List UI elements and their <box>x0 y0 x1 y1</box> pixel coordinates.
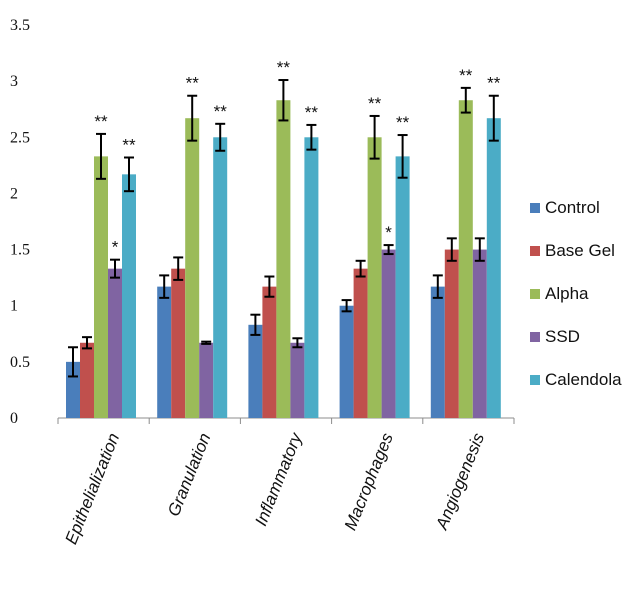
legend-swatch <box>530 203 540 213</box>
category-label: Epithelialization <box>61 430 123 547</box>
significance-label: ** <box>94 112 108 131</box>
category-label: Inflammatory <box>251 429 306 529</box>
bar <box>248 324 263 418</box>
bar <box>185 118 200 418</box>
bar <box>157 286 172 418</box>
legend-swatch <box>530 246 540 256</box>
significance-label: * <box>385 223 392 242</box>
legend-label: SSD <box>545 327 580 346</box>
bar <box>171 268 186 418</box>
significance-label: ** <box>459 66 473 85</box>
legend-label: Base Gel <box>545 241 615 260</box>
bar <box>290 342 305 418</box>
significance-label: ** <box>122 135 136 154</box>
bar <box>262 286 277 418</box>
bar <box>122 174 136 418</box>
significance-label: * <box>112 238 119 257</box>
y-tick-label: 0 <box>10 410 18 427</box>
category-label: Granulation <box>164 430 215 519</box>
category-label: Angiogenesis <box>432 430 488 533</box>
y-tick-label: 3 <box>10 73 18 90</box>
significance-label: ** <box>396 113 410 132</box>
bar <box>108 268 122 418</box>
bar <box>444 249 459 418</box>
bar <box>353 268 368 418</box>
y-tick-label: 2 <box>10 185 18 202</box>
bar <box>213 137 228 419</box>
bar <box>304 137 319 419</box>
legend-label: Control <box>545 198 600 217</box>
significance-label: ** <box>214 102 228 121</box>
legend-label: Alpha <box>545 284 589 303</box>
y-tick-label: 1.5 <box>10 242 30 259</box>
legend-label: Calendola <box>545 370 622 389</box>
legend-swatch <box>530 289 540 299</box>
bar <box>94 156 108 419</box>
bar <box>458 100 473 418</box>
y-tick-label: 3.5 <box>10 17 30 34</box>
significance-label: ** <box>487 74 501 93</box>
bar <box>395 156 410 419</box>
significance-label: ** <box>186 74 200 93</box>
y-tick-label: 0.5 <box>10 354 30 371</box>
bar <box>381 249 396 418</box>
bar <box>339 305 354 418</box>
category-label: Macrophages <box>341 430 397 533</box>
y-tick-label: 2.5 <box>10 129 30 146</box>
bar <box>472 249 487 418</box>
legend-swatch <box>530 332 540 342</box>
significance-label: ** <box>368 94 382 113</box>
legend-swatch <box>530 375 540 385</box>
y-tick-label: 1 <box>10 298 18 315</box>
bar <box>276 100 291 418</box>
bar <box>486 118 501 418</box>
significance-label: ** <box>277 58 291 77</box>
bar <box>367 137 382 419</box>
bar <box>199 342 214 418</box>
bar <box>80 342 94 418</box>
bar <box>430 286 445 418</box>
significance-label: ** <box>305 103 319 122</box>
